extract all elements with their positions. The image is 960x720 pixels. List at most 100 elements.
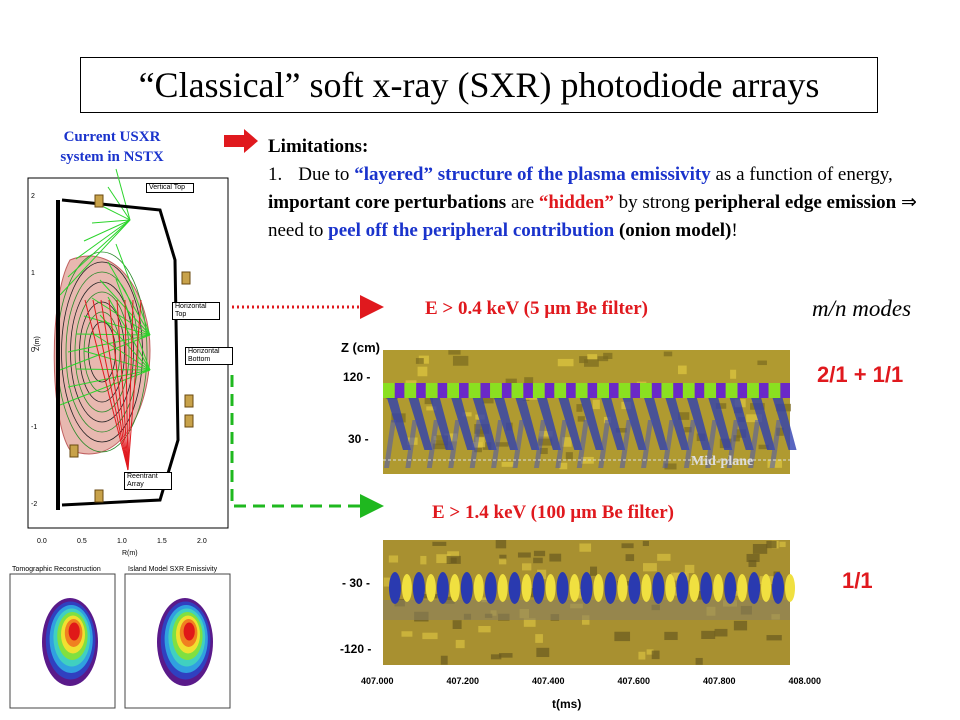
heatmap-band	[437, 383, 448, 398]
heatmap-band	[532, 383, 545, 398]
diagram-tick: 1.0	[117, 538, 127, 545]
heatmap-noise	[505, 378, 517, 387]
heatmap-noise	[615, 427, 627, 433]
heatmap-streak	[686, 398, 711, 450]
heatmap-noise	[757, 360, 767, 366]
heatmap-noise	[478, 625, 491, 633]
heatmap-band	[747, 383, 759, 398]
heatmap-noise	[452, 620, 462, 629]
midplane-label: Mid-plane	[691, 454, 754, 469]
sightline	[75, 219, 131, 260]
time-tick: 407.800	[703, 676, 736, 686]
heatmap-blob	[473, 574, 484, 602]
text: as a function of energy,	[710, 164, 893, 185]
heatmap-band	[447, 383, 460, 398]
heatmap-streak	[751, 398, 776, 450]
text: “layered” structure of the plasma emissi…	[354, 164, 711, 185]
text: by strong	[613, 192, 695, 213]
heatmap-streak	[729, 398, 754, 450]
heatmap-blob	[436, 572, 449, 604]
heatmap-noise	[621, 543, 634, 549]
heatmap-band	[566, 383, 576, 398]
coil	[181, 271, 191, 285]
heatmap-noise	[539, 447, 548, 455]
sightline	[107, 186, 131, 221]
heatmap-band	[425, 383, 438, 398]
heatmap-blob	[532, 572, 545, 604]
heatmap-streak	[512, 420, 525, 468]
sightline	[83, 350, 151, 371]
sightline	[92, 299, 129, 471]
heatmap-streak	[384, 420, 396, 468]
heatmap-noise	[559, 462, 568, 470]
heatmap-noise	[603, 352, 613, 359]
heatmap-noise	[415, 358, 424, 364]
heatmap-noise	[495, 540, 507, 549]
sightline	[100, 299, 129, 471]
coil	[94, 489, 104, 503]
heatmap-blob	[508, 572, 521, 604]
heatmap-blob	[641, 574, 652, 602]
heatmap-noise	[475, 437, 485, 447]
heatmap-band	[725, 383, 738, 398]
heatmap-streak	[579, 398, 604, 450]
sightline	[107, 261, 151, 336]
heatmap-noise	[455, 639, 465, 649]
heatmap-streak	[641, 420, 654, 468]
heatmap-noise	[422, 632, 438, 640]
heatmap-blob	[785, 574, 795, 602]
time-tick: 407.000	[361, 676, 394, 686]
heatmap-noise	[766, 635, 782, 641]
text: ⇒ need to	[268, 192, 917, 241]
heatmap-blob	[737, 574, 748, 602]
heatmap-blob	[545, 574, 556, 602]
heatmap-noise	[432, 443, 448, 450]
heatmap-noise	[642, 540, 649, 547]
heatmap-noise	[581, 456, 594, 464]
heatmap-blob	[460, 572, 473, 604]
heatmap-noise	[444, 433, 458, 442]
heatmap-noise	[426, 406, 437, 411]
diagram-tick: 1	[31, 270, 35, 277]
heatmap-noise	[677, 365, 687, 375]
heatmap-blob	[556, 572, 569, 604]
heatmap-noise	[642, 563, 657, 572]
flux-contour	[79, 301, 125, 403]
heatmap-noise	[533, 550, 546, 557]
z-tick: 120 -	[343, 370, 371, 384]
modes-heading: m/n modes	[812, 296, 911, 322]
heatmap-streak	[662, 420, 675, 468]
heatmap-noise	[746, 553, 760, 562]
time-tick: 408.000	[788, 676, 822, 686]
heatmap-band	[737, 383, 748, 398]
diagram-caption: Current USXR	[63, 129, 161, 145]
heatmap-noise	[498, 653, 513, 658]
time-tick: 407.400	[532, 676, 565, 686]
heatmap-noise	[758, 444, 769, 450]
connector-bottom	[230, 375, 384, 518]
heatmap-noise	[418, 355, 429, 364]
sightline	[124, 299, 129, 471]
diagram-caption: system in NSTX	[60, 149, 164, 165]
sightline	[127, 299, 134, 471]
heatmap-band	[694, 383, 705, 398]
inset-plots	[9, 573, 231, 709]
heatmap-noise	[584, 359, 599, 367]
heatmap-blob	[652, 572, 665, 604]
heatmap-band	[587, 383, 598, 398]
heatmap-band	[490, 383, 502, 398]
heatmap-noise	[499, 554, 507, 560]
heatmap-noise	[715, 403, 727, 409]
heatmap-noise	[481, 597, 489, 603]
heatmap-noise	[646, 649, 654, 655]
heatmap-noise	[498, 558, 507, 565]
heatmap-noise	[420, 555, 427, 565]
heatmap-noise	[663, 351, 673, 357]
heatmap-noise	[482, 397, 494, 404]
heatmap-noise	[474, 424, 490, 434]
heatmap-noise	[733, 435, 740, 442]
sightline	[75, 368, 151, 371]
heatmap-streak	[408, 398, 433, 450]
heatmap-noise	[664, 463, 677, 470]
heatmap-blob	[748, 572, 761, 604]
